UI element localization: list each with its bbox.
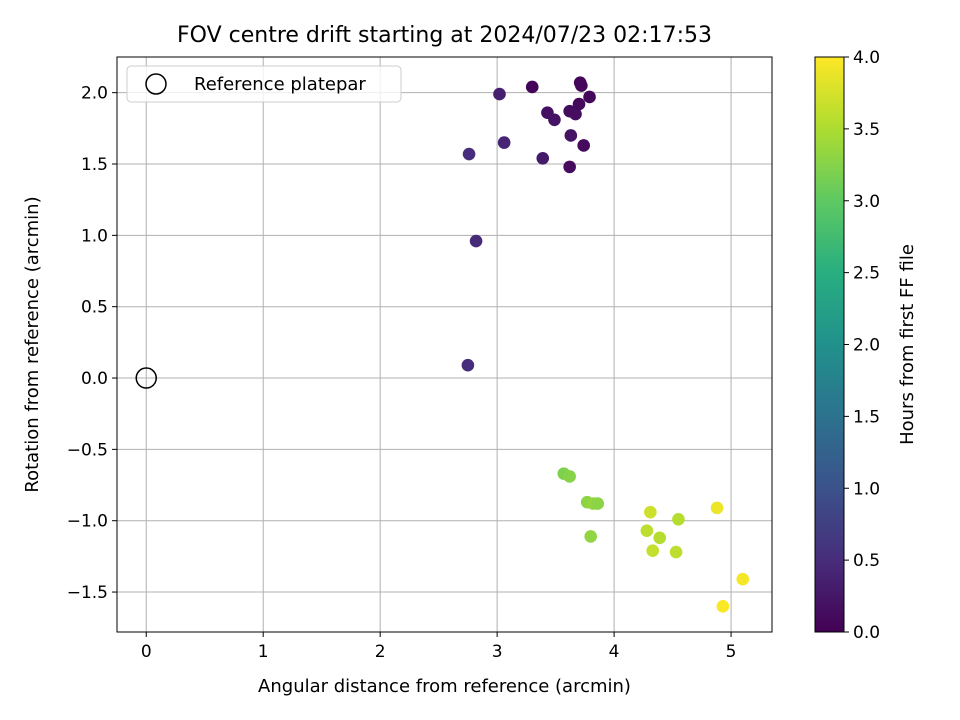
colorbar-tick-label: 3.5 xyxy=(853,120,880,140)
colorbar-tick-label: 1.5 xyxy=(853,407,880,427)
scatter-point xyxy=(469,234,483,248)
scatter-point xyxy=(493,87,506,101)
x-tick-label: 1 xyxy=(258,642,269,662)
grid xyxy=(117,57,772,632)
x-tick-label: 2 xyxy=(375,642,386,662)
scatter-point xyxy=(461,358,475,372)
legend-reference-label: Reference platepar xyxy=(194,74,366,95)
y-tick-label: −1.0 xyxy=(67,512,108,532)
colorbar-tick-label: 2.5 xyxy=(853,264,880,284)
chart-title: FOV centre drift starting at 2024/07/23 … xyxy=(177,23,712,48)
scatter-point xyxy=(548,113,561,127)
scatter-point xyxy=(584,530,598,543)
scatter-point xyxy=(572,97,586,111)
colorbar-tick-label: 0.5 xyxy=(853,551,880,571)
y-axis-ticks: −1.5 −1.0 −0.5 0.0 0.5 1.0 1.5 2.0 xyxy=(67,84,117,603)
x-axis-ticks: 0 1 2 3 4 5 xyxy=(141,632,737,662)
x-tick-label: 0 xyxy=(141,642,152,662)
scatter-point xyxy=(577,139,590,152)
scatter-point xyxy=(569,107,582,121)
y-tick-label: −1.5 xyxy=(67,583,108,603)
x-tick-label: 3 xyxy=(492,642,503,662)
legend-box xyxy=(126,65,402,103)
x-tick-label: 5 xyxy=(726,642,737,662)
scatter-point xyxy=(672,512,685,526)
y-tick-label: 0.5 xyxy=(81,298,108,318)
colorbar: 0.0 0.5 1.0 1.5 2.0 2.5 3.0 3.5 4.0 Hours from f… xyxy=(814,48,918,643)
plot-frame xyxy=(116,56,773,633)
legend-reference-marker xyxy=(145,73,167,95)
scatter-point xyxy=(575,79,588,92)
plot-background xyxy=(117,57,772,632)
scatter-point xyxy=(563,160,576,174)
scatter-point xyxy=(564,129,578,142)
y-tick-label: 2.0 xyxy=(81,84,108,104)
y-tick-label: 1.5 xyxy=(81,155,108,175)
scatter-point xyxy=(644,505,657,519)
plot-area xyxy=(116,56,773,633)
legend: Reference platepar xyxy=(126,65,402,103)
y-tick-label: 0.0 xyxy=(81,369,108,389)
scatter-point xyxy=(591,497,605,510)
scatter-point xyxy=(716,600,730,613)
scatter-point xyxy=(525,80,539,94)
colorbar-tick-label: 1.0 xyxy=(853,479,880,499)
scatter-point xyxy=(669,545,683,559)
y-axis-label: Rotation from reference (arcmin) xyxy=(22,196,43,492)
colorbar-label: Hours from first FF file xyxy=(897,244,918,445)
scatter-point xyxy=(497,136,511,149)
scatter-point xyxy=(563,470,576,483)
scatter-point xyxy=(462,147,476,161)
data-points xyxy=(461,76,750,613)
y-tick-label: −0.5 xyxy=(67,440,108,460)
y-tick-label: 1.0 xyxy=(81,226,108,246)
colorbar-gradient xyxy=(815,57,844,632)
scatter-point xyxy=(536,152,550,165)
x-axis-label: Angular distance from reference (arcmin) xyxy=(258,676,631,697)
colorbar-tick-label: 0.0 xyxy=(853,623,880,643)
x-tick-label: 4 xyxy=(609,642,620,662)
colorbar-ticks: 0.0 0.5 1.0 1.5 2.0 2.5 3.0 3.5 4.0 xyxy=(844,48,880,643)
reference-platepar-marker xyxy=(135,367,157,389)
scatter-point xyxy=(736,572,750,586)
scatter-point xyxy=(646,544,659,557)
colorbar-tick-label: 3.0 xyxy=(853,192,880,212)
colorbar-tick-label: 4.0 xyxy=(853,48,880,68)
scatter-point xyxy=(583,90,596,104)
scatter-point xyxy=(640,524,654,537)
scatter-point xyxy=(710,501,724,515)
colorbar-tick-label: 2.0 xyxy=(853,336,880,356)
reference-layer xyxy=(135,367,157,389)
scatter-point xyxy=(653,531,667,545)
